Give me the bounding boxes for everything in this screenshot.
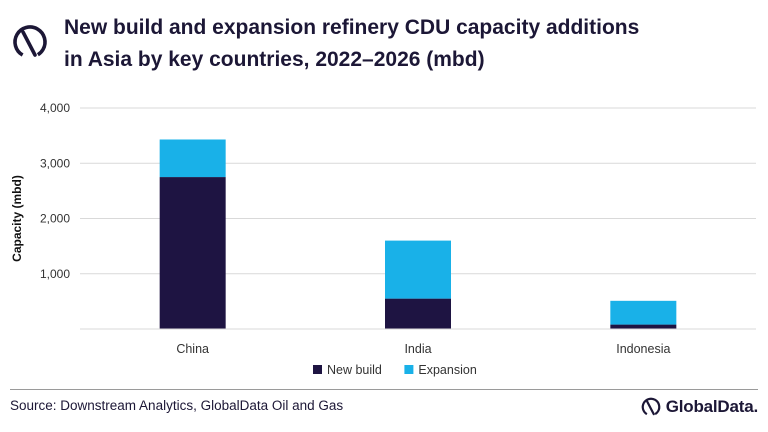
y-axis-label: Capacity (mbd) xyxy=(10,175,24,262)
x-tick-label: India xyxy=(404,342,431,356)
legend: New build Expansion xyxy=(313,363,477,377)
stacked-bar-chart: 1,000 2,000 3,000 4,000 Capacity (mbd) China I… xyxy=(10,101,756,377)
bar-expansion-india xyxy=(385,240,451,299)
x-tick-label: China xyxy=(176,342,209,356)
brand-name: GlobalData. xyxy=(665,397,758,416)
globaldata-logo-icon xyxy=(641,397,661,417)
y-tick-label: 1,000 xyxy=(40,267,70,281)
axes: 1,000 2,000 3,000 4,000 Capacity (mbd) China I… xyxy=(10,101,756,356)
chart-title-line-2: in Asia by key countries, 2022–2026 (mbd… xyxy=(64,48,485,71)
bar-new-build-india xyxy=(385,298,451,329)
legend-swatch xyxy=(404,365,414,374)
bars xyxy=(159,139,677,329)
bar-new-build-china xyxy=(159,177,226,329)
footer-divider xyxy=(10,389,758,390)
legend-label: Expansion xyxy=(418,363,476,377)
y-tick-label: 2,000 xyxy=(40,212,70,226)
brand-logo: GlobalData. xyxy=(640,394,758,420)
legend-label: New build xyxy=(327,363,382,377)
bar-expansion-china xyxy=(159,139,226,178)
y-tick-label: 3,000 xyxy=(40,156,70,170)
y-tick-label: 4,000 xyxy=(40,101,70,115)
source-note: Source: Downstream Analytics, GlobalData… xyxy=(10,398,344,413)
chart-title: New build and expansion refinery CDU cap… xyxy=(64,12,754,76)
globaldata-logo-icon xyxy=(13,25,47,59)
bar-expansion-indonesia xyxy=(610,300,677,325)
legend-swatch xyxy=(313,365,322,374)
bar-new-build-indonesia xyxy=(610,324,677,329)
chart-title-line-1: New build and expansion refinery CDU cap… xyxy=(64,16,640,39)
x-tick-label: Indonesia xyxy=(616,342,670,356)
